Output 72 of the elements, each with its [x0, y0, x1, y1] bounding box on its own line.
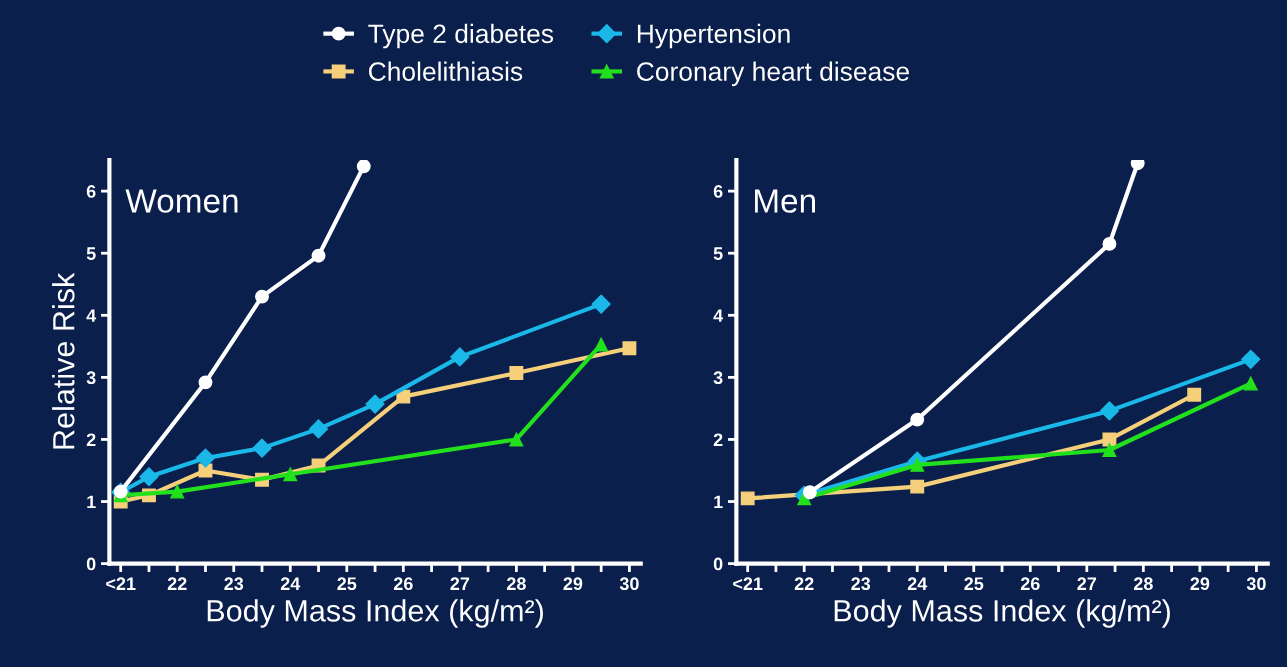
- point: [910, 457, 925, 472]
- point: [255, 289, 269, 304]
- point: [252, 438, 272, 458]
- x-tick-label: 28: [506, 577, 526, 591]
- text: Women: [125, 189, 238, 213]
- point: [740, 491, 755, 506]
- legend-label: Hypertension: [637, 23, 790, 49]
- x-tick-label: 22: [794, 577, 814, 590]
- y-tick-label: 3: [86, 371, 96, 385]
- y-axis-title: Relative Risk: [52, 272, 75, 449]
- x-tick-label: 24: [907, 577, 928, 590]
- point: [594, 337, 609, 352]
- point: [309, 419, 329, 439]
- point: [365, 394, 385, 414]
- x-axis-title: Body Mass Index (kg/m²): [207, 599, 543, 628]
- y-tick-label: 0: [713, 557, 723, 571]
- x-tick-label: 22: [167, 577, 187, 590]
- point: [139, 467, 159, 487]
- point: [356, 160, 371, 174]
- point: [450, 347, 470, 367]
- x-tick-label: <21: [733, 577, 763, 590]
- point: [198, 375, 213, 390]
- point: [311, 248, 326, 263]
- y-tick-label: 2: [713, 433, 723, 446]
- y-tick-label: 0: [86, 557, 96, 571]
- point: [910, 479, 925, 494]
- point: [1102, 236, 1117, 251]
- point: [195, 448, 216, 468]
- y-tick-label: 5: [713, 247, 723, 260]
- x-tick-label: 25: [337, 577, 357, 591]
- legend-label: Coronary heart disease: [637, 61, 909, 87]
- point: [1187, 387, 1202, 402]
- point: [622, 341, 637, 356]
- x-tick-label: 23: [224, 577, 244, 591]
- y-tick-label: 6: [713, 185, 723, 198]
- y-tick-label: 1: [714, 495, 723, 509]
- point: [396, 389, 411, 404]
- x-tick-label: <21: [106, 577, 136, 590]
- point: [591, 294, 611, 314]
- point: [1102, 443, 1117, 457]
- x-tick-label: 29: [563, 577, 583, 591]
- y-tick-label: 4: [713, 309, 724, 322]
- x-tick-label: 30: [1246, 577, 1266, 591]
- point: [283, 467, 298, 482]
- x-tick-label: 26: [1020, 577, 1040, 591]
- point: [1102, 432, 1117, 447]
- x-tick-label: 28: [1133, 577, 1153, 591]
- text: Men: [755, 189, 815, 213]
- point: [170, 484, 185, 499]
- legend-label: Cholelithiasis: [369, 61, 523, 81]
- x-tick-label: 23: [851, 577, 871, 591]
- y-tick-label: 4: [86, 309, 97, 322]
- x-tick-label: 25: [964, 577, 984, 591]
- x-tick-label: 27: [450, 577, 470, 590]
- legend-label: Type 2 diabetes: [368, 23, 554, 49]
- y-tick-label: 6: [86, 185, 96, 198]
- point: [1243, 376, 1258, 391]
- point: [509, 432, 524, 447]
- point: [910, 412, 925, 427]
- x-tick-label: 30: [619, 577, 639, 591]
- y-tick-label: 1: [87, 495, 96, 509]
- y-tick-label: 5: [86, 247, 96, 260]
- y-tick-label: 3: [713, 371, 723, 385]
- point: [1241, 349, 1261, 369]
- x-tick-label: 27: [1077, 577, 1097, 590]
- x-tick-label: 24: [280, 577, 301, 590]
- point: [509, 366, 524, 380]
- x-axis-title: Body Mass Index (kg/m²): [834, 599, 1170, 628]
- x-tick-label: 26: [393, 577, 413, 591]
- x-tick-label: 29: [1190, 577, 1210, 591]
- y-tick-label: 2: [86, 433, 96, 446]
- point: [1099, 401, 1119, 421]
